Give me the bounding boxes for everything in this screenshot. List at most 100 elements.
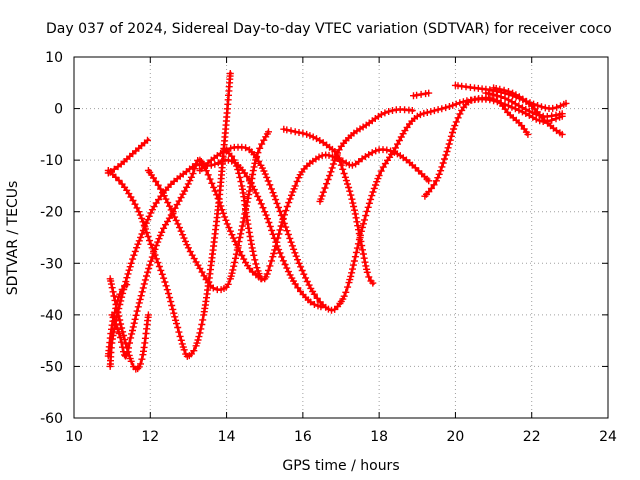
data-point bbox=[252, 154, 260, 162]
series-pass-7 bbox=[144, 128, 272, 294]
data-point bbox=[283, 264, 291, 272]
data-point bbox=[217, 202, 225, 210]
data-point bbox=[411, 164, 419, 172]
data-point bbox=[245, 191, 253, 199]
data-point bbox=[234, 166, 242, 174]
data-point bbox=[214, 159, 222, 167]
data-point bbox=[434, 174, 442, 182]
data-point bbox=[271, 246, 279, 254]
data-point bbox=[145, 265, 153, 272]
data-point bbox=[430, 107, 438, 115]
data-point bbox=[485, 90, 492, 98]
data-point bbox=[138, 214, 146, 222]
data-point bbox=[318, 192, 326, 200]
data-point bbox=[247, 179, 255, 187]
data-point bbox=[233, 246, 241, 254]
data-point bbox=[181, 187, 189, 195]
data-point bbox=[109, 288, 117, 296]
data-point bbox=[218, 157, 226, 165]
series-pass-13 bbox=[410, 89, 433, 100]
x-tick-label: 14 bbox=[218, 429, 236, 445]
data-point bbox=[231, 258, 239, 266]
data-point bbox=[246, 187, 253, 195]
data-point bbox=[347, 272, 355, 280]
data-point bbox=[209, 284, 217, 292]
data-point bbox=[133, 307, 141, 315]
x-tick-label: 24 bbox=[599, 429, 617, 445]
data-point bbox=[176, 332, 184, 340]
data-point bbox=[423, 109, 431, 116]
data-point bbox=[420, 109, 428, 117]
data-point bbox=[362, 262, 370, 270]
data-point bbox=[282, 207, 290, 215]
data-point bbox=[346, 187, 354, 195]
data-point bbox=[454, 114, 462, 122]
data-point bbox=[221, 213, 229, 221]
data-point bbox=[361, 258, 369, 266]
data-point bbox=[251, 159, 259, 167]
data-point bbox=[113, 300, 121, 308]
data-point bbox=[351, 253, 359, 261]
series-pass-9 bbox=[221, 146, 433, 283]
data-point bbox=[170, 309, 178, 317]
data-point bbox=[353, 244, 361, 252]
data-point bbox=[286, 195, 294, 203]
data-point bbox=[131, 247, 139, 255]
data-point bbox=[273, 238, 281, 246]
data-point bbox=[254, 192, 262, 200]
data-point bbox=[348, 269, 356, 277]
x-axis-label: GPS time / hours bbox=[282, 458, 399, 474]
plot-frame bbox=[73, 56, 609, 419]
y-tick-label: -40 bbox=[40, 308, 63, 324]
data-point bbox=[557, 102, 564, 110]
data-point bbox=[152, 178, 160, 185]
x-tick-label: 22 bbox=[523, 429, 541, 445]
data-point bbox=[264, 215, 271, 223]
data-point bbox=[365, 273, 373, 281]
data-point bbox=[346, 276, 354, 284]
data-point bbox=[328, 306, 335, 314]
data-point bbox=[362, 212, 370, 220]
data-point bbox=[276, 226, 284, 234]
data-point bbox=[193, 339, 201, 347]
data-point bbox=[266, 222, 274, 230]
data-point bbox=[142, 219, 150, 227]
data-point bbox=[137, 292, 145, 300]
y-tick-label: 10 bbox=[45, 50, 63, 66]
data-point bbox=[171, 213, 179, 221]
data-point bbox=[160, 224, 168, 232]
data-point bbox=[375, 172, 383, 180]
series-pass-16 bbox=[482, 89, 566, 120]
data-point bbox=[328, 164, 336, 172]
data-point bbox=[184, 180, 192, 188]
data-point bbox=[227, 144, 235, 152]
series-pass-11 bbox=[316, 106, 416, 205]
data-point bbox=[169, 210, 177, 217]
data-point bbox=[259, 204, 267, 212]
data-point bbox=[313, 294, 321, 302]
data-point bbox=[158, 228, 166, 236]
data-point bbox=[445, 103, 453, 110]
data-point bbox=[260, 167, 268, 175]
data-point bbox=[238, 222, 246, 230]
data-point bbox=[392, 144, 399, 152]
data-point bbox=[340, 292, 348, 300]
data-point bbox=[278, 253, 286, 261]
data-point bbox=[144, 216, 152, 224]
data-point bbox=[369, 188, 377, 196]
data-point bbox=[306, 132, 314, 140]
data-point bbox=[269, 230, 277, 238]
data-point bbox=[254, 149, 262, 157]
data-point bbox=[357, 237, 365, 245]
data-point bbox=[449, 101, 457, 109]
data-point bbox=[226, 227, 234, 235]
data-point bbox=[248, 175, 256, 182]
data-point bbox=[348, 195, 356, 203]
data-point bbox=[255, 270, 263, 278]
data-point bbox=[198, 321, 206, 328]
data-point bbox=[442, 151, 450, 159]
data-point bbox=[276, 249, 284, 257]
data-point bbox=[438, 163, 446, 171]
data-point bbox=[289, 188, 297, 196]
data-point bbox=[135, 237, 143, 245]
